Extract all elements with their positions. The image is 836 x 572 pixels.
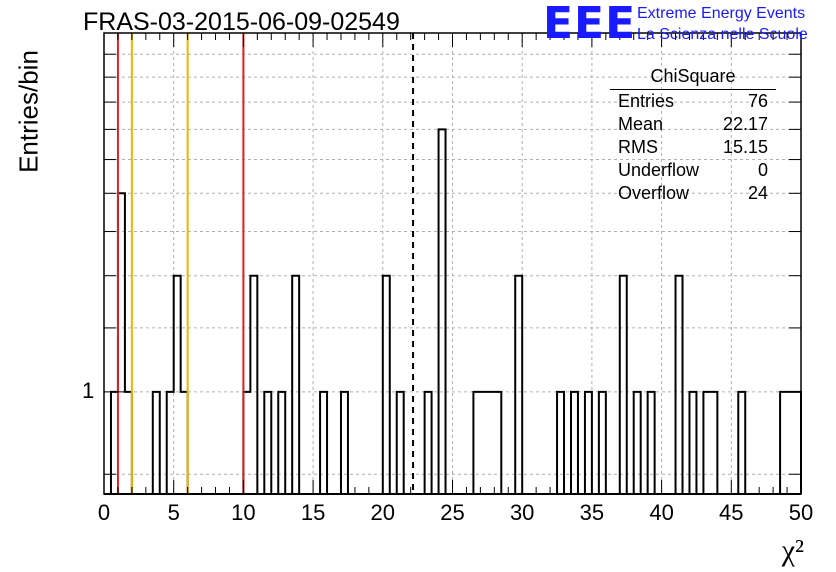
x-tick-label: 30 bbox=[509, 500, 535, 525]
stats-label: RMS bbox=[618, 137, 658, 157]
histogram-bin bbox=[181, 392, 188, 494]
x-tick-label: 45 bbox=[719, 500, 744, 525]
histogram-bin bbox=[557, 392, 564, 494]
axis-ticks bbox=[103, 33, 802, 494]
x-tick-label: 0 bbox=[97, 500, 111, 525]
histogram-bin bbox=[634, 392, 641, 494]
stats-label: Underflow bbox=[618, 160, 700, 180]
histogram-bin bbox=[397, 392, 404, 494]
histogram-bin bbox=[243, 392, 250, 494]
x-tick-label: 50 bbox=[788, 500, 814, 525]
stats-value: 0 bbox=[757, 160, 768, 180]
histogram-bin bbox=[780, 392, 787, 494]
histogram-bin bbox=[599, 392, 606, 494]
histogram-bin bbox=[425, 392, 432, 494]
x-tick-label: 10 bbox=[231, 500, 256, 525]
histogram-bin bbox=[703, 392, 710, 494]
histogram-bin bbox=[585, 392, 592, 494]
logo-line-2: La Scienza nelle Scuole bbox=[637, 26, 808, 43]
histogram-bin bbox=[153, 392, 160, 494]
x-tick-label: 35 bbox=[579, 500, 605, 525]
histogram-bin bbox=[515, 276, 522, 494]
histogram-bin bbox=[648, 392, 655, 494]
histogram-bin bbox=[439, 129, 446, 494]
stats-row-overflow: Overflow 24 bbox=[610, 182, 776, 205]
histogram-outline bbox=[109, 128, 802, 494]
histogram-bin bbox=[250, 276, 257, 494]
stats-title: ChiSquare bbox=[610, 66, 776, 90]
x-axis-label: χ² bbox=[781, 534, 804, 567]
histogram-bin bbox=[676, 276, 683, 494]
x-tick-label: 25 bbox=[440, 500, 465, 525]
histogram-bin bbox=[174, 276, 181, 494]
histogram-bin bbox=[710, 392, 717, 494]
histogram-bin bbox=[689, 392, 696, 494]
histogram-bin bbox=[787, 392, 794, 494]
chart-title: FRAS-03-2015-06-09-02549 bbox=[83, 8, 400, 36]
stats-label: Entries bbox=[618, 91, 675, 111]
histogram-bin bbox=[320, 392, 327, 494]
histogram-bin bbox=[494, 392, 501, 494]
stats-value: 24 bbox=[747, 183, 768, 203]
histogram-bin bbox=[571, 392, 578, 494]
histogram-bin bbox=[794, 392, 801, 494]
histogram-bin bbox=[383, 276, 390, 494]
histogram-bin bbox=[118, 193, 125, 494]
stats-value: 22.17 bbox=[722, 114, 768, 134]
histogram-bin bbox=[738, 392, 745, 494]
x-tick-label: 15 bbox=[300, 500, 326, 525]
stats-label: Overflow bbox=[618, 183, 690, 203]
x-tick-label: 40 bbox=[649, 500, 674, 525]
histogram-bin bbox=[292, 276, 299, 494]
histogram-bin bbox=[341, 392, 348, 494]
stats-row-underflow: Underflow 0 bbox=[610, 159, 776, 182]
histogram-bin bbox=[125, 392, 132, 494]
y-axis-label: Entries/bin bbox=[13, 50, 44, 173]
histogram-bin bbox=[264, 392, 271, 494]
histogram-bin bbox=[167, 392, 174, 494]
reference-lines bbox=[116, 33, 415, 494]
histogram-bin bbox=[473, 392, 480, 494]
stats-row-mean: Mean 22.17 bbox=[610, 113, 776, 136]
stats-label: Mean bbox=[618, 114, 664, 134]
stats-row-rms: RMS 15.15 bbox=[610, 136, 776, 159]
histogram-bin bbox=[278, 392, 285, 494]
stats-value: 76 bbox=[747, 91, 768, 111]
histogram-bin bbox=[111, 392, 118, 494]
stats-value: 15.15 bbox=[722, 137, 768, 157]
histogram-bin bbox=[487, 392, 494, 494]
eee-logo-mark: EEE bbox=[543, 0, 637, 49]
y-tick-label: 1 bbox=[82, 377, 95, 403]
x-tick-label: 20 bbox=[370, 500, 396, 525]
logo-line-1: Extreme Energy Events bbox=[637, 5, 806, 22]
histogram-bin bbox=[480, 392, 487, 494]
x-tick-label: 5 bbox=[167, 500, 180, 525]
histogram-bin bbox=[620, 276, 627, 494]
stats-row-entries: Entries 76 bbox=[610, 90, 776, 113]
stats-box: ChiSquare Entries 76 Mean 22.17 RMS 15.1… bbox=[610, 66, 776, 205]
